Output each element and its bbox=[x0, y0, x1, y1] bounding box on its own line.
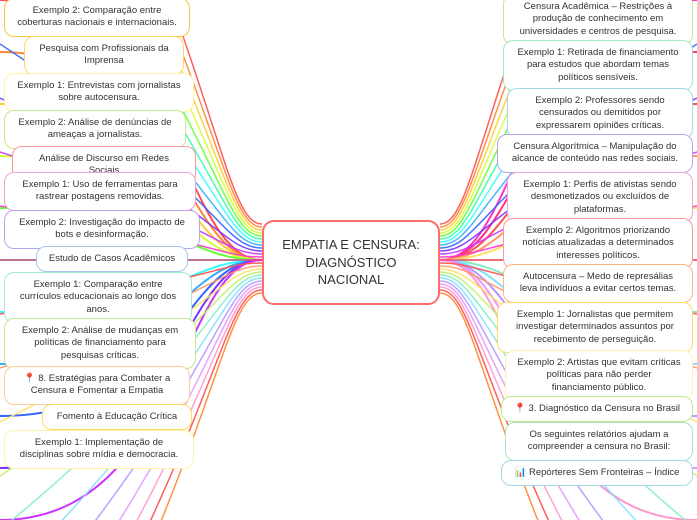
left-node-7[interactable]: Estudo de Casos Acadêmicos bbox=[36, 246, 188, 272]
right-node-6[interactable]: Autocensura – Medo de represálias leva i… bbox=[503, 264, 693, 303]
right-node-3[interactable]: Censura Algorítmica – Manipulação do alc… bbox=[497, 134, 693, 173]
left-node-12[interactable]: Exemplo 1: Implementação de disciplinas … bbox=[4, 430, 194, 469]
left-node-9[interactable]: Exemplo 2: Análise de mudanças em políti… bbox=[4, 318, 196, 369]
left-node-6[interactable]: Exemplo 2: Investigação do impacto de bo… bbox=[4, 210, 200, 249]
right-node-2[interactable]: Exemplo 2: Professores sendo censurados … bbox=[507, 88, 693, 139]
center-node[interactable]: EMPATIA E CENSURA: DIAGNÓSTICO NACIONAL bbox=[262, 220, 440, 305]
left-node-11[interactable]: Fomento à Educação Crítica bbox=[42, 404, 192, 430]
left-node-1[interactable]: Pesquisa com Profissionais da Imprensa bbox=[24, 36, 184, 75]
right-node-10[interactable]: Os seguintes relatórios ajudam a compree… bbox=[505, 422, 693, 461]
left-node-5[interactable]: Exemplo 1: Uso de ferramentas para rastr… bbox=[4, 172, 196, 211]
center-title: EMPATIA E CENSURA: DIAGNÓSTICO NACIONAL bbox=[282, 237, 420, 287]
right-node-7[interactable]: Exemplo 1: Jornalistas que permitem inve… bbox=[497, 302, 693, 353]
mindmap-canvas: EMPATIA E CENSURA: DIAGNÓSTICO NACIONAL … bbox=[0, 0, 697, 520]
right-node-11[interactable]: 📊 Repórteres Sem Fronteiras – Índice bbox=[501, 460, 693, 486]
right-node-0[interactable]: Censura Acadêmica – Restrições à produçã… bbox=[503, 0, 693, 45]
left-node-0[interactable]: Exemplo 2: Comparação entre coberturas n… bbox=[4, 0, 190, 37]
right-node-8[interactable]: Exemplo 2: Artistas que evitam críticas … bbox=[505, 350, 693, 401]
right-node-1[interactable]: Exemplo 1: Retirada de financiamento par… bbox=[503, 40, 693, 91]
left-node-3[interactable]: Exemplo 2: Análise de denúncias de ameaç… bbox=[4, 110, 186, 149]
right-node-5[interactable]: Exemplo 2: Algoritmos priorizando notíci… bbox=[503, 218, 693, 269]
left-node-2[interactable]: Exemplo 1: Entrevistas com jornalistas s… bbox=[4, 73, 194, 112]
left-node-8[interactable]: Exemplo 1: Comparação entre currículos e… bbox=[4, 272, 192, 323]
left-node-10[interactable]: 📍 8. Estratégias para Combater a Censura… bbox=[4, 366, 190, 405]
right-node-4[interactable]: Exemplo 1: Perfis de ativistas sendo des… bbox=[507, 172, 693, 223]
right-node-9[interactable]: 📍 3. Diagnóstico da Censura no Brasil bbox=[501, 396, 693, 422]
